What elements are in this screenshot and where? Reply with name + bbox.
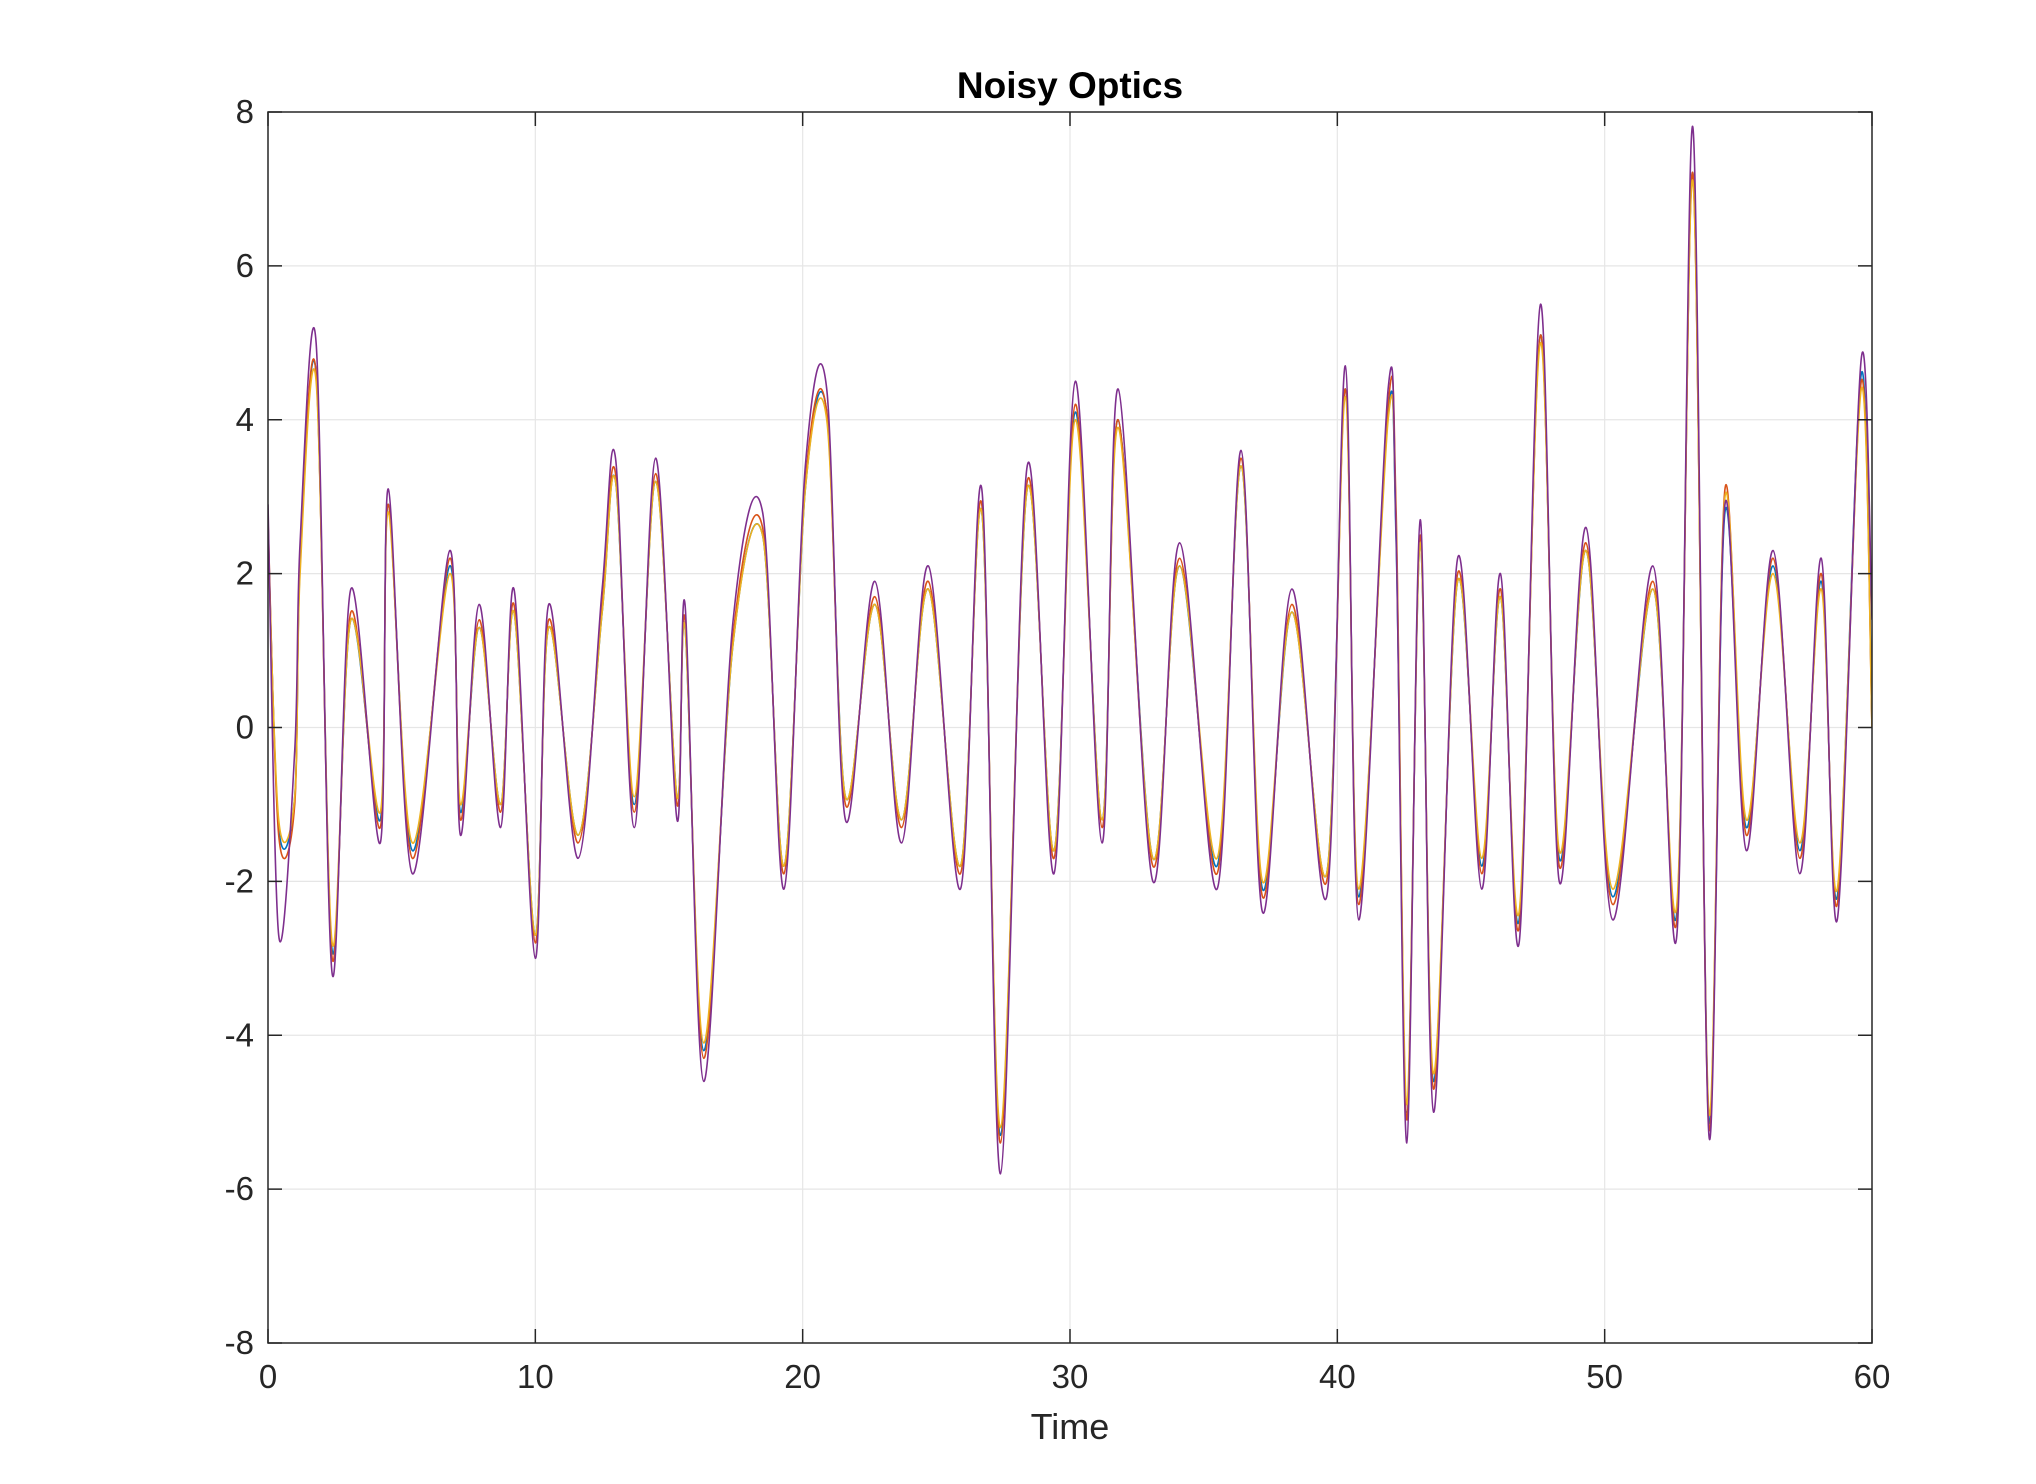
- series-line-3: [268, 179, 1872, 1129]
- y-tick-label: -6: [225, 1170, 254, 1207]
- y-tick-label: 4: [236, 401, 254, 438]
- grid: [268, 112, 1872, 1343]
- x-tick-label: 20: [784, 1358, 821, 1395]
- y-tick-label: 6: [236, 247, 254, 284]
- y-tick-label: 0: [236, 709, 254, 746]
- y-tick-label: -4: [225, 1016, 254, 1053]
- y-tick-label: 2: [236, 555, 254, 592]
- series-line-4: [268, 125, 1872, 1175]
- series-group: [268, 125, 1872, 1175]
- x-tick-label: 0: [259, 1358, 277, 1395]
- x-tick-label: 10: [517, 1358, 554, 1395]
- x-tick-label: 60: [1854, 1358, 1891, 1395]
- ticks: [267, 111, 1873, 1344]
- y-tick-label: 8: [236, 93, 254, 130]
- y-tick-label: -8: [225, 1324, 254, 1361]
- x-tick-label: 50: [1586, 1358, 1623, 1395]
- x-axis-label: Time: [1031, 1406, 1110, 1447]
- tick-labels: 0 10 20 30 40 50 60 -8 -6 -4 -2 0 2 4 6 8: [225, 93, 1891, 1395]
- y-tick-label: -2: [225, 862, 254, 899]
- x-tick-label: 30: [1052, 1358, 1089, 1395]
- chart-title: Noisy Optics: [957, 65, 1183, 106]
- x-tick-label: 40: [1319, 1358, 1356, 1395]
